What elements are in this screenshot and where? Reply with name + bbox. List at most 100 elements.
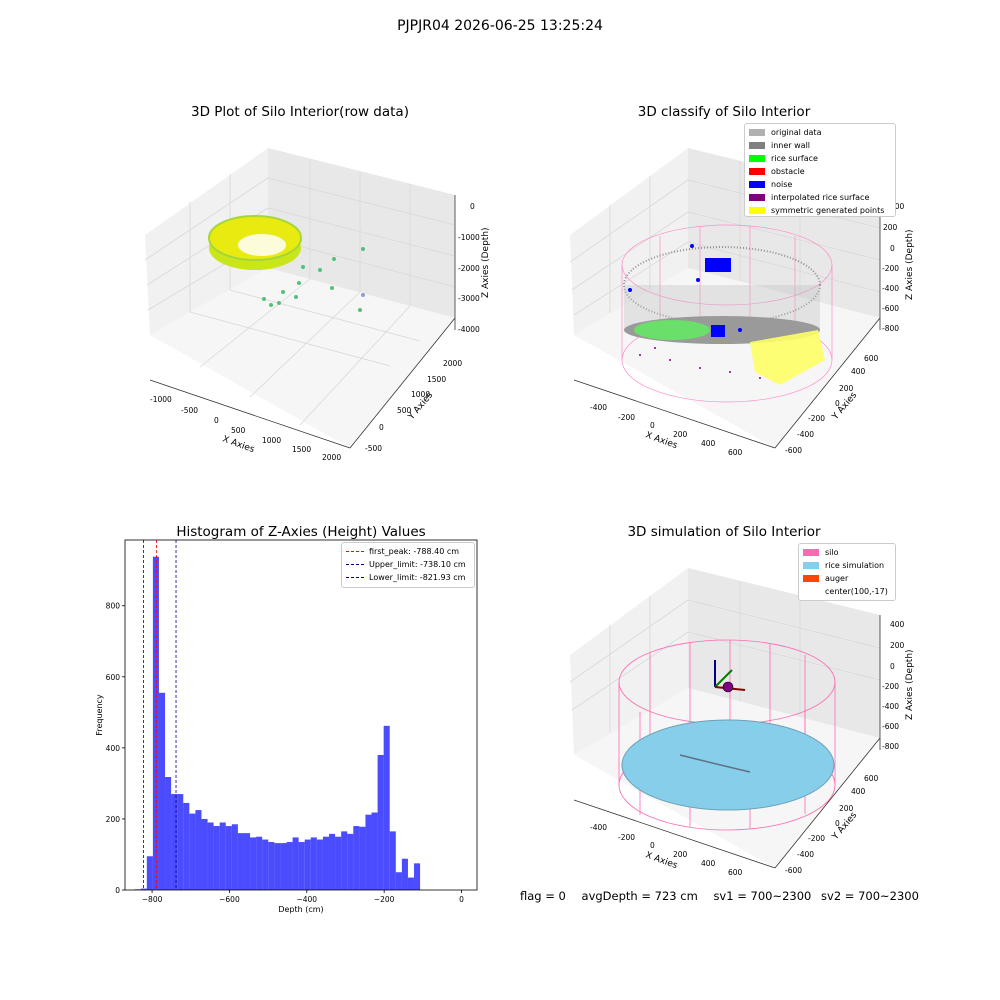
classify-legend-label: symmetric generated points <box>771 206 885 215</box>
histogram-bar <box>407 877 415 890</box>
classify-ztick: -200 <box>882 264 899 273</box>
simulation-legend-swatch <box>803 562 819 569</box>
raw-xtick: 0 <box>214 416 219 425</box>
raw-ztick: -3000 <box>458 294 480 303</box>
sim-ztick: 400 <box>890 620 905 629</box>
simulation-legend-label: auger <box>825 574 849 583</box>
simulation-legend-swatch <box>803 549 819 556</box>
histogram-bar <box>158 692 166 890</box>
classify-legend-swatch <box>749 129 765 136</box>
sim-xtick: -400 <box>590 823 607 832</box>
classify-legend-swatch <box>749 207 765 214</box>
histogram-ytick-label: 600 <box>106 673 121 682</box>
raw-xtick: -500 <box>181 406 198 415</box>
histogram-ylabel: Frequency <box>95 694 104 736</box>
classify-legend: original data inner wall rice surface obsta… <box>744 123 896 217</box>
histogram-bar <box>195 810 202 890</box>
histogram-xtick-label: −800 <box>142 895 163 904</box>
flag-text: flag = 0 <box>520 889 566 903</box>
raw-ytick: -500 <box>365 444 382 453</box>
histogram-bar <box>359 826 366 890</box>
classify-ytick: -200 <box>808 414 825 423</box>
histogram-xtick-label: −400 <box>296 895 317 904</box>
histogram-bar <box>347 833 354 890</box>
histogram-bar <box>304 839 311 890</box>
classify-plot-title: 3D classify of Silo Interior <box>637 104 811 120</box>
raw-xtick: 1500 <box>292 445 311 454</box>
histogram-bar <box>256 836 263 890</box>
histogram-ytick-label: 200 <box>106 815 121 824</box>
histogram-bar <box>389 831 396 890</box>
histogram-bar <box>316 839 323 890</box>
raw-3d-plot: -1000 -500 0 500 1000 1500 2000 -500 0 5… <box>144 148 491 462</box>
simulation-legend-label: silo <box>825 548 839 557</box>
classify-xtick: 400 <box>701 439 716 448</box>
sim-xtick: -200 <box>618 833 635 842</box>
raw-plot-title: 3D Plot of Silo Interior(row data) <box>191 104 409 120</box>
histogram-bar <box>353 826 360 890</box>
classify-legend-item: obstacle <box>745 165 895 178</box>
simulation-legend-swatch <box>803 575 819 582</box>
sim-ytick: 600 <box>864 774 879 783</box>
histogram-bar <box>329 833 336 890</box>
raw-ytick: 1500 <box>427 375 446 384</box>
classify-legend-swatch <box>749 168 765 175</box>
classify-ztick: -600 <box>882 304 899 313</box>
histogram-bar <box>231 824 238 890</box>
raw-zlabel: Z Axies (Depth) <box>481 227 491 298</box>
classify-legend-item: interpolated rice surface <box>745 191 895 204</box>
histogram-bar <box>250 837 257 890</box>
sim-ytick: 0 <box>835 819 840 828</box>
histogram-bar <box>401 858 408 890</box>
histogram-bar <box>395 872 402 890</box>
raw-xtick: 500 <box>231 426 246 435</box>
status-footer: flag = 0 avgDepth = 723 cm sv1 = 700~230… <box>520 889 931 903</box>
histogram-bar <box>335 836 342 890</box>
classify-legend-item: inner wall <box>745 139 895 152</box>
simulation-legend-label: center(100,-17) <box>825 587 888 596</box>
simulation-legend-item: silo <box>799 546 895 559</box>
sim-ztick: -600 <box>882 722 899 731</box>
simulation-legend-item: rice simulation <box>799 559 895 572</box>
simulation-legend-label: rice simulation <box>825 561 885 570</box>
histogram-ytick-label: 800 <box>106 602 121 611</box>
classify-ytick: 600 <box>864 354 879 363</box>
classify-ytick: -600 <box>785 446 802 455</box>
classify-legend-swatch <box>749 181 765 188</box>
sim-ztick: -800 <box>882 742 899 751</box>
histogram-ytick-label: 0 <box>115 886 120 895</box>
histogram-bar <box>274 843 281 890</box>
sv2-text: sv2 = 700~2300 <box>821 889 919 903</box>
simulation-legend-item: center(100,-17) <box>799 585 895 598</box>
classify-legend-item: original data <box>745 126 895 139</box>
histogram-legend-swatch <box>346 551 364 552</box>
raw-ytick: 500 <box>397 406 412 415</box>
histogram-bar <box>268 842 275 890</box>
histogram-bar <box>286 842 293 890</box>
sim-ytick: -200 <box>808 834 825 843</box>
histogram-bar <box>165 777 172 890</box>
histogram-bar <box>371 812 378 890</box>
classify-xtick: 600 <box>728 448 743 457</box>
histogram-bar <box>201 818 208 890</box>
histogram-bar <box>414 863 421 890</box>
simulation-legend-item: auger <box>799 572 895 585</box>
sim-ytick: 200 <box>839 804 854 813</box>
histogram-legend-label: first_peak: -788.40 cm <box>369 547 460 556</box>
classify-legend-item: rice surface <box>745 152 895 165</box>
classify-legend-label: obstacle <box>771 167 805 176</box>
raw-ztick: -1000 <box>458 233 480 242</box>
classify-ztick: 200 <box>883 223 898 232</box>
simulation-3d-plot: -400 -200 0 200 400 600 -600 -400 -200 0… <box>569 568 915 877</box>
histogram-bar <box>171 794 178 890</box>
raw-ztick: 0 <box>470 202 475 211</box>
classify-ytick: 200 <box>839 384 854 393</box>
histogram-bar <box>152 556 159 890</box>
histogram-bar <box>177 794 184 890</box>
simulation-legend-swatch <box>803 588 819 595</box>
histogram-bar <box>219 822 226 890</box>
sim-xtick: 600 <box>728 868 743 877</box>
histogram-xlabel: Depth (cm) <box>278 905 323 914</box>
histogram-bar <box>189 813 196 890</box>
classify-legend-label: noise <box>771 180 793 189</box>
